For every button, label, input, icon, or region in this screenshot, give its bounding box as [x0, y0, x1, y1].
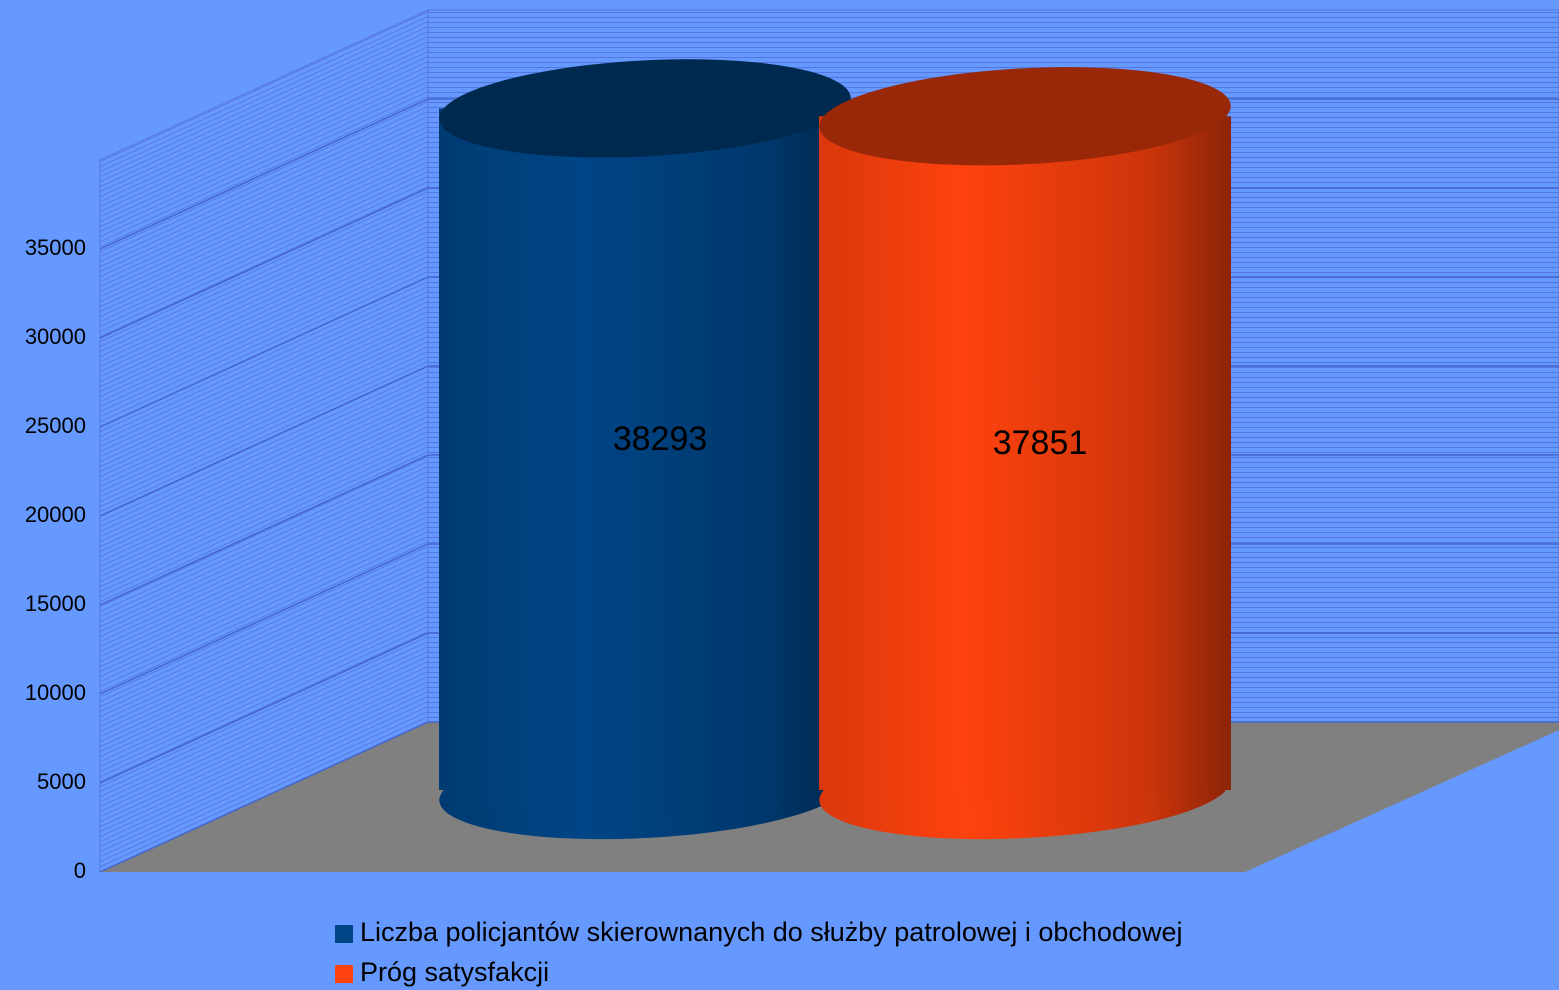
value-label: 37851	[993, 424, 1088, 462]
legend-label: Liczba policjantów skierownanych do służ…	[360, 917, 1182, 947]
y-tick-label: 0	[74, 858, 86, 883]
value-label: 38293	[613, 420, 708, 458]
legend-swatch	[335, 925, 353, 943]
grid-line	[99, 98, 429, 250]
y-tick-label: 35000	[25, 235, 86, 260]
legend-swatch	[335, 965, 353, 983]
grid-line	[99, 454, 429, 606]
y-tick-label: 20000	[25, 502, 86, 527]
y-tick-label: 30000	[25, 324, 86, 349]
cylinder-top	[439, 59, 851, 158]
y-tick-label: 15000	[25, 591, 86, 616]
marks: 38293 37851	[439, 59, 1231, 840]
grid-line	[99, 543, 429, 695]
legend-label: Próg satysfakcji	[360, 957, 549, 987]
y-tick-label: 5000	[37, 769, 86, 794]
cylinder-body	[819, 116, 1231, 790]
grid-line	[99, 632, 429, 784]
grid-line	[99, 365, 429, 517]
grid-line	[99, 721, 429, 873]
y-tick-label: 10000	[25, 680, 86, 705]
cylinder-body	[439, 108, 851, 791]
y-tick-label: 25000	[25, 413, 86, 438]
grid-line	[99, 276, 429, 428]
grid-line	[99, 187, 429, 339]
cylinder-top	[819, 67, 1231, 166]
